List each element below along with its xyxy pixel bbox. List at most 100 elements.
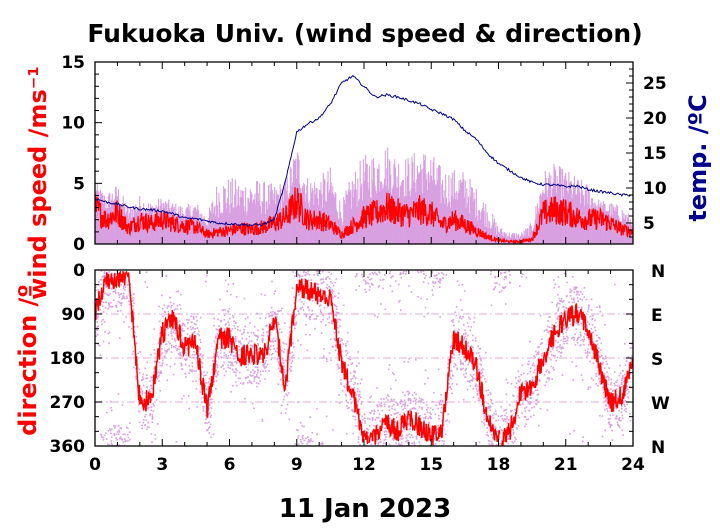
direction-point bbox=[142, 421, 145, 424]
direction-point bbox=[223, 328, 226, 330]
direction-point bbox=[480, 372, 482, 375]
direction-point bbox=[455, 306, 458, 308]
direction-point bbox=[355, 289, 358, 291]
direction-point bbox=[115, 306, 118, 308]
direction-point bbox=[451, 349, 453, 352]
direction-point bbox=[235, 340, 237, 342]
direction-point bbox=[115, 437, 117, 439]
direction-point bbox=[383, 278, 385, 281]
direction-point bbox=[508, 438, 510, 440]
direction-point bbox=[465, 338, 468, 340]
direction-point bbox=[601, 386, 604, 389]
direction-point bbox=[402, 391, 404, 394]
direction-point bbox=[96, 326, 98, 329]
direction-point bbox=[340, 383, 342, 385]
direction-point bbox=[505, 277, 507, 279]
direction-point bbox=[588, 351, 591, 354]
direction-point bbox=[481, 421, 483, 423]
direction-point bbox=[131, 353, 134, 355]
direction-point bbox=[180, 362, 182, 364]
direction-point bbox=[515, 438, 517, 440]
direction-point bbox=[478, 368, 480, 371]
direction-point bbox=[396, 404, 399, 406]
direction-point bbox=[529, 370, 531, 373]
direction-point bbox=[530, 397, 533, 399]
direction-point bbox=[588, 323, 591, 325]
direction-point bbox=[381, 409, 384, 412]
direction-point bbox=[298, 274, 300, 277]
direction-point bbox=[546, 355, 549, 358]
direction-point bbox=[587, 388, 589, 390]
direction-point bbox=[238, 354, 240, 356]
direction-point bbox=[157, 342, 160, 344]
direction-point bbox=[445, 420, 447, 422]
direction-point bbox=[407, 439, 409, 442]
direction-point bbox=[100, 278, 103, 281]
direction-point bbox=[299, 276, 301, 278]
direction-point bbox=[533, 355, 535, 357]
direction-axis-label: direction /º bbox=[14, 284, 42, 436]
direction-point bbox=[260, 373, 262, 376]
direction-point bbox=[277, 361, 280, 363]
direction-point bbox=[264, 378, 266, 380]
direction-point bbox=[230, 354, 232, 356]
direction-point bbox=[176, 348, 179, 350]
direction-point bbox=[545, 329, 548, 331]
direction-point bbox=[533, 406, 536, 408]
direction-point bbox=[464, 329, 466, 331]
direction-point bbox=[438, 404, 441, 406]
direction-point bbox=[192, 316, 195, 318]
direction-point bbox=[478, 370, 480, 373]
direction-point bbox=[331, 282, 334, 285]
direction-point bbox=[258, 377, 260, 379]
direction-point bbox=[242, 383, 244, 385]
direction-point bbox=[616, 397, 618, 400]
direction-point bbox=[385, 430, 388, 433]
direction-point bbox=[301, 306, 304, 309]
direction-point bbox=[621, 429, 624, 431]
direction-point bbox=[254, 334, 257, 337]
direction-point bbox=[455, 364, 457, 367]
direction-point bbox=[206, 371, 209, 374]
direction-point bbox=[189, 356, 191, 359]
direction-point bbox=[626, 385, 628, 388]
direction-point bbox=[513, 440, 516, 443]
direction-point bbox=[199, 316, 202, 319]
direction-point bbox=[220, 356, 223, 359]
direction-point bbox=[159, 364, 161, 367]
direction-point bbox=[142, 384, 145, 387]
direction-point bbox=[420, 398, 423, 400]
direction-point bbox=[309, 318, 311, 321]
direction-point bbox=[533, 369, 536, 371]
direction-point bbox=[354, 416, 356, 418]
direction-point bbox=[395, 416, 398, 419]
direction-point bbox=[101, 323, 103, 326]
direction-point bbox=[332, 290, 335, 293]
direction-point bbox=[531, 364, 534, 367]
direction-point bbox=[319, 309, 322, 311]
direction-point bbox=[355, 377, 357, 379]
direction-point bbox=[197, 333, 199, 335]
direction-point bbox=[269, 348, 272, 351]
direction-point bbox=[367, 429, 369, 431]
direction-point bbox=[300, 308, 302, 310]
direction-point bbox=[150, 353, 152, 356]
direction-point bbox=[343, 386, 346, 388]
direction-point bbox=[181, 397, 183, 400]
direction-point bbox=[447, 378, 450, 381]
direction-point bbox=[497, 415, 500, 417]
direction-point bbox=[282, 359, 284, 361]
direction-point bbox=[253, 325, 256, 328]
direction-point bbox=[159, 390, 161, 392]
direction-point bbox=[394, 408, 396, 411]
direction-point bbox=[236, 369, 238, 372]
direction-point bbox=[551, 354, 553, 356]
direction-point bbox=[153, 328, 155, 330]
direction-point bbox=[352, 409, 354, 412]
direction-point bbox=[319, 304, 322, 306]
direction-point bbox=[606, 386, 609, 389]
direction-point bbox=[256, 385, 258, 388]
direction-point bbox=[178, 320, 181, 323]
direction-point bbox=[523, 397, 525, 400]
direction-point bbox=[107, 302, 110, 304]
